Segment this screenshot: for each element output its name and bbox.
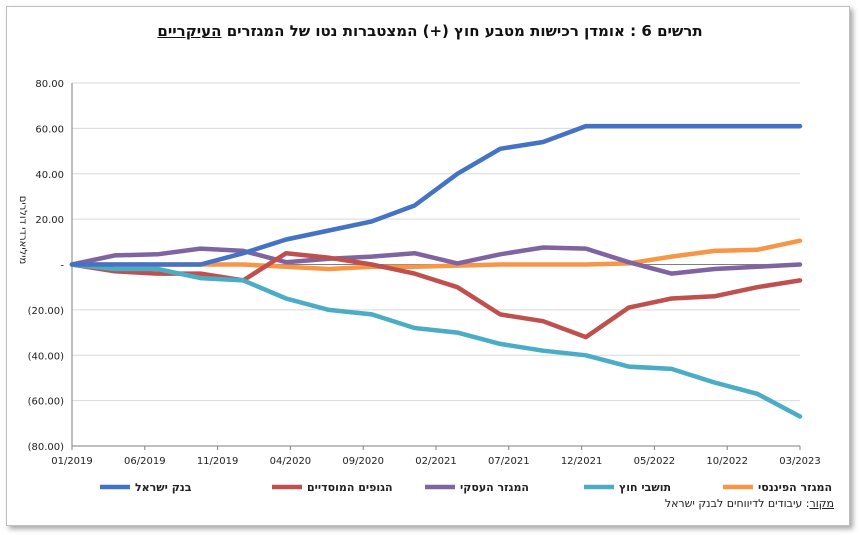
legend-label: הגופים המוסדיים [307, 481, 393, 494]
legend-label: המגזר הפיננסי [758, 481, 832, 494]
chart-title-main: תרשים 6 : אומדן רכישות מטבע חוץ (+) המצט… [221, 22, 703, 40]
legend-label: בנק ישראל [135, 481, 192, 494]
legend: בנק ישראל הגופים המוסדיים המגזר העסקי תושבי… [100, 481, 832, 494]
x-tick-label: 06/2019 [124, 456, 166, 467]
y-tick-label: 20.00 [35, 215, 64, 226]
y-tick-label: 80.00 [35, 79, 64, 90]
x-tick-label: 11/2019 [197, 456, 239, 467]
chart-title-underlined: העיקריים [157, 22, 222, 40]
legend-label: המגזר העסקי [460, 481, 529, 494]
y-tick-label: (80.00) [28, 442, 65, 453]
x-tick-label: 04/2020 [270, 456, 312, 467]
y-tick-label: (20.00) [28, 306, 65, 317]
source-label: מקור [809, 497, 834, 510]
y-tick-label: (40.00) [28, 351, 65, 362]
x-tick-label: 02/2021 [415, 456, 457, 467]
y-tick-label: 40.00 [35, 170, 64, 181]
y-tick-label: (60.00) [28, 397, 65, 408]
x-tick-labels: 01/2019 06/2019 11/2019 04/2020 09/2020 02/20… [51, 456, 821, 467]
x-tick-label: 09/2020 [342, 456, 384, 467]
x-tick-label: 03/2023 [779, 456, 821, 467]
x-tick-label: 10/2022 [706, 456, 748, 467]
series-line-1 [69, 250, 803, 340]
y-axis-label: מיליארדי דולרים [17, 196, 28, 265]
series-lines [69, 123, 803, 419]
x-tick-label: 07/2021 [488, 456, 530, 467]
x-tick-label: 05/2022 [634, 456, 676, 467]
x-tick-label: 12/2021 [561, 456, 603, 467]
source-note: מקור: עיבודים לדיווחים לבנק ישראל [665, 497, 834, 510]
chart-title: תרשים 6 : אומדן רכישות מטבע חוץ (+) המצט… [0, 22, 860, 40]
x-tick-label: 01/2019 [51, 456, 93, 467]
source-text: : עיבודים לדיווחים לבנק ישראל [664, 497, 810, 510]
y-tick-label: - [60, 261, 64, 272]
legend-label: תושבי חוץ [619, 481, 671, 494]
series-line-3 [69, 262, 803, 419]
y-tick-label: 60.00 [35, 124, 64, 135]
y-tick-labels: 80.00 60.00 40.00 20.00 - (20.00) (40.00) (60.0… [28, 79, 65, 453]
series-line-2 [69, 245, 803, 276]
series-line-0 [69, 123, 803, 267]
